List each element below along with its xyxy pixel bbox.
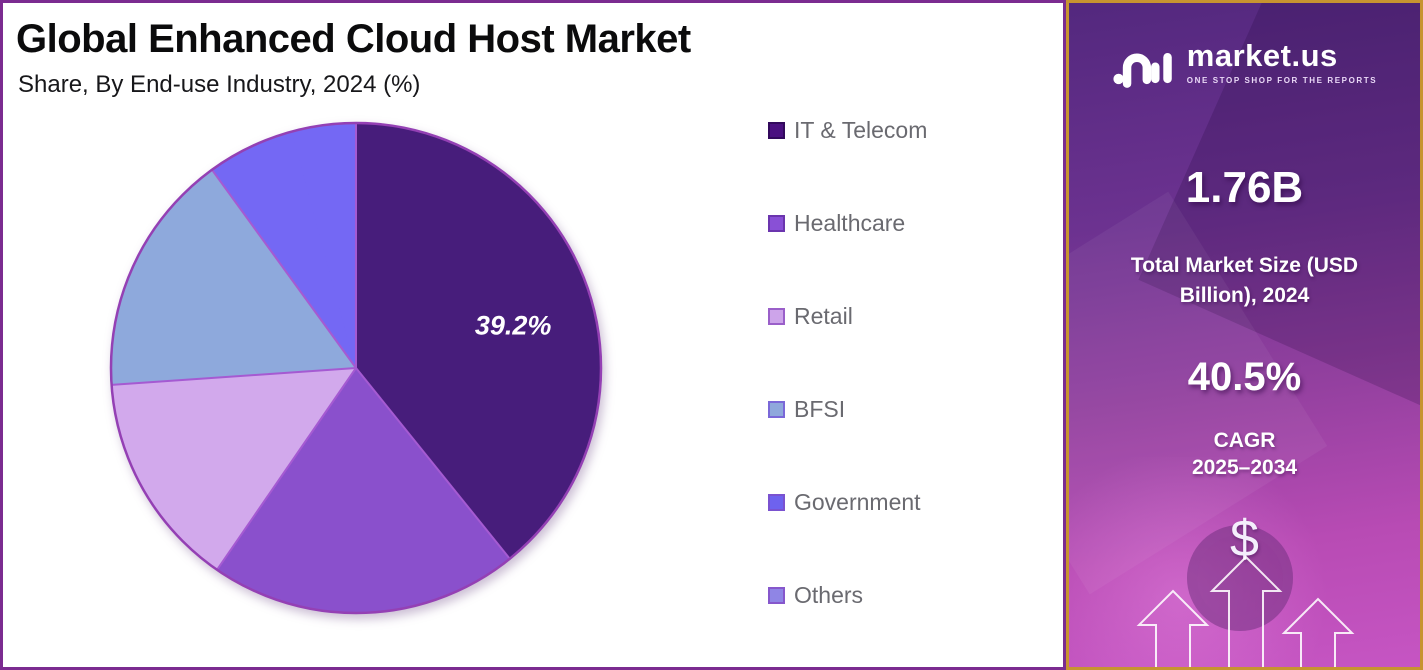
chart-panel: Global Enhanced Cloud Host Market Share,…	[0, 0, 1066, 670]
page-subtitle: Share, By End-use Industry, 2024 (%)	[18, 71, 421, 98]
brand-logo-text: market.us ONE STOP SHOP FOR THE REPORTS	[1187, 40, 1377, 85]
legend-label: Others	[794, 582, 864, 608]
pie-chart: 39.2%	[109, 121, 603, 615]
brand-tagline: ONE STOP SHOP FOR THE REPORTS	[1186, 75, 1378, 85]
legend-item-government: Government	[768, 489, 927, 516]
legend-swatch	[768, 494, 785, 511]
growth-arrows-icon	[1136, 555, 1355, 667]
legend-item-healthcare: Healthcare	[768, 210, 927, 237]
legend-label: Retail	[794, 303, 853, 329]
market-size-value: 1.76B	[1185, 163, 1304, 212]
legend-item-bfsi: BFSI	[768, 396, 927, 423]
brand-panel: market.us ONE STOP SHOP FOR THE REPORTS …	[1066, 0, 1423, 670]
legend-item-it-telecom: IT & Telecom	[768, 117, 927, 144]
cagr-value: 40.5%	[1187, 355, 1302, 399]
brand-logo: market.us ONE STOP SHOP FOR THE REPORTS	[1069, 35, 1420, 89]
pie-slice-separator	[211, 169, 357, 369]
legend-swatch	[768, 401, 785, 418]
legend-label: Healthcare	[794, 210, 906, 236]
pie-data-label: 39.2%	[475, 311, 552, 341]
page-title: Global Enhanced Cloud Host Market	[16, 17, 691, 61]
legend-label: Government	[794, 489, 921, 515]
pie-chart-area: 39.2%	[98, 110, 618, 630]
legend-item-retail: Retail	[768, 303, 927, 330]
pie-slice-separator	[355, 367, 511, 560]
pie-slice-separator	[216, 367, 357, 571]
legend: IT & Telecom Healthcare Retail BFSI Governme…	[768, 117, 927, 609]
market-us-logo-icon	[1113, 53, 1172, 88]
legend-label: BFSI	[794, 396, 846, 422]
pie-slice-separator	[111, 367, 357, 386]
brand-name: market.us	[1186, 37, 1338, 73]
legend-swatch	[768, 215, 785, 232]
cagr-period: 2025–2034	[1191, 456, 1298, 479]
legend-swatch	[768, 308, 785, 325]
panel-photo-circle	[1187, 525, 1293, 631]
market-size-label: Total Market Size (USD Billion), 2024	[1130, 254, 1359, 307]
legend-item-others: Others	[768, 582, 927, 609]
legend-swatch	[768, 122, 785, 139]
legend-swatch	[768, 587, 785, 604]
pie-outline	[109, 121, 603, 615]
cagr-label: CAGR	[1213, 429, 1276, 452]
legend-label: IT & Telecom	[794, 117, 928, 143]
